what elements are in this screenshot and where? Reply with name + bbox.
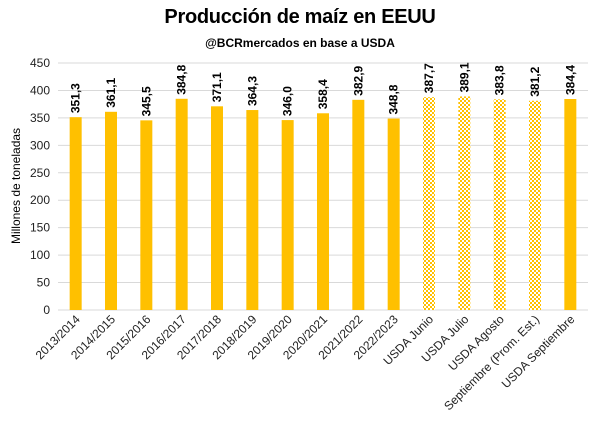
bar — [387, 118, 400, 311]
y-axis-title: Millones de toneladas — [9, 128, 23, 244]
y-tick-label: 50 — [37, 276, 51, 290]
bar — [564, 99, 577, 310]
data-label: 358,4 — [316, 79, 330, 109]
bars — [69, 96, 577, 311]
data-label: 361,1 — [104, 77, 118, 107]
data-label: 371,1 — [210, 72, 224, 102]
y-axis: 0 50 100 150 200 250 300 350 400 450 — [30, 56, 50, 317]
x-axis: 2013/20142014/20152015/20162016/20172017… — [33, 312, 578, 413]
chart-subtitle: @BCRmercados en base a USDA — [205, 36, 395, 50]
bar — [140, 120, 153, 310]
data-label: 384,4 — [563, 65, 577, 95]
y-tick-label: 350 — [30, 111, 50, 125]
data-label: 381,2 — [528, 66, 542, 96]
y-tick-label: 150 — [30, 221, 50, 235]
bar — [493, 99, 506, 310]
data-label: 348,8 — [387, 84, 401, 114]
bar — [246, 110, 259, 310]
bar — [175, 98, 188, 310]
bar — [317, 113, 329, 310]
data-label: 364,3 — [245, 76, 259, 106]
bar — [281, 120, 294, 310]
data-label: 346,0 — [281, 86, 295, 116]
data-label: 351,3 — [69, 83, 83, 113]
bar — [423, 97, 435, 311]
data-labels: 351,3 361,1 345,5 384,8 371,1 364,3 346,0 358,4… — [69, 62, 578, 116]
data-label: 389,1 — [457, 62, 471, 92]
y-tick-label: 0 — [43, 303, 50, 317]
data-label: 345,5 — [139, 86, 153, 116]
y-tick-label: 250 — [30, 166, 50, 180]
data-label: 384,8 — [175, 64, 189, 94]
bar — [529, 100, 541, 311]
y-tick-label: 300 — [30, 138, 50, 152]
bar — [211, 106, 223, 310]
chart-title: Producción de maíz en EEUU — [164, 6, 436, 28]
data-label: 383,8 — [493, 65, 507, 95]
data-label: 382,9 — [351, 65, 365, 95]
y-tick-label: 200 — [30, 193, 50, 207]
bar — [69, 117, 82, 311]
bar — [458, 96, 471, 310]
y-tick-label: 100 — [30, 248, 50, 262]
bar — [105, 111, 117, 310]
bar — [352, 99, 365, 310]
data-label: 387,7 — [422, 63, 436, 93]
y-tick-label: 450 — [30, 56, 50, 70]
y-tick-label: 400 — [30, 83, 50, 97]
